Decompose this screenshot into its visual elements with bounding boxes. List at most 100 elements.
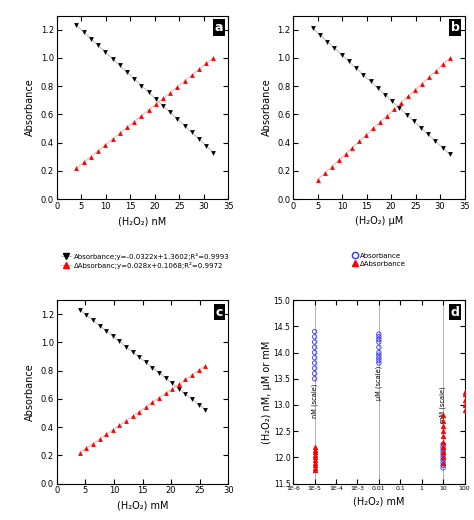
- X-axis label: (H₂O₂) mM: (H₂O₂) mM: [353, 497, 405, 507]
- Point: [439, 440, 447, 448]
- Text: c: c: [216, 306, 223, 319]
- Point: [432, 67, 440, 75]
- Point: [311, 354, 319, 362]
- Point: [417, 124, 425, 132]
- Point: [76, 449, 83, 457]
- Point: [182, 375, 189, 384]
- Point: [328, 163, 336, 171]
- Point: [122, 417, 130, 425]
- Point: [123, 123, 131, 132]
- Point: [461, 406, 468, 414]
- Point: [418, 80, 426, 88]
- Point: [375, 330, 383, 339]
- Point: [439, 144, 447, 152]
- Point: [311, 338, 319, 346]
- Point: [311, 453, 319, 462]
- Point: [439, 453, 447, 462]
- Point: [89, 316, 97, 324]
- Point: [376, 118, 384, 126]
- Point: [323, 37, 331, 46]
- Point: [155, 369, 163, 377]
- Point: [461, 391, 468, 399]
- Point: [311, 333, 319, 341]
- Point: [331, 44, 338, 53]
- Point: [311, 464, 319, 472]
- Point: [370, 124, 377, 133]
- Point: [439, 443, 447, 451]
- Point: [149, 363, 156, 372]
- Point: [356, 137, 363, 145]
- Point: [314, 175, 321, 184]
- Point: [461, 388, 468, 396]
- Point: [439, 422, 447, 430]
- Legend: Absorbance;y=-0.0322x+1.3602;R²=0.9993, ΔAbsorbanc;y=0.028x+0.1068;R²=0.9972: Absorbance;y=-0.0322x+1.3602;R²=0.9993, …: [60, 252, 230, 269]
- Point: [439, 417, 447, 425]
- Point: [173, 83, 181, 91]
- Point: [162, 374, 169, 382]
- Point: [439, 443, 447, 451]
- Point: [439, 432, 447, 440]
- Point: [374, 84, 382, 92]
- Point: [188, 71, 196, 79]
- Point: [388, 97, 396, 106]
- Point: [439, 448, 447, 456]
- Point: [391, 105, 398, 113]
- Point: [152, 95, 160, 103]
- Point: [311, 456, 319, 464]
- Point: [188, 395, 196, 404]
- Point: [109, 332, 117, 340]
- X-axis label: (H₂O₂) nM: (H₂O₂) nM: [118, 216, 167, 227]
- Point: [166, 88, 174, 97]
- Point: [195, 366, 202, 374]
- Point: [446, 54, 454, 62]
- Point: [116, 61, 124, 70]
- Point: [411, 86, 419, 94]
- Point: [367, 77, 374, 86]
- Point: [195, 135, 203, 144]
- Point: [109, 55, 116, 63]
- Point: [375, 359, 383, 367]
- Point: [159, 101, 167, 110]
- Y-axis label: Absorbance: Absorbance: [25, 79, 35, 136]
- Point: [145, 88, 152, 96]
- Point: [375, 354, 383, 362]
- Point: [130, 118, 138, 126]
- X-axis label: (H₂O₂) μM: (H₂O₂) μM: [355, 216, 403, 227]
- Point: [188, 371, 196, 379]
- Text: nM (scale): nM (scale): [311, 384, 318, 419]
- Point: [76, 306, 83, 314]
- Point: [155, 394, 163, 402]
- Y-axis label: Absorbance: Absorbance: [262, 79, 272, 136]
- Point: [404, 92, 412, 100]
- Point: [439, 451, 447, 459]
- Point: [109, 426, 117, 434]
- Y-axis label: (H₂O₂) nM, μM or mM: (H₂O₂) nM, μM or mM: [262, 340, 272, 444]
- Point: [311, 466, 319, 475]
- Point: [439, 464, 447, 472]
- Point: [195, 400, 202, 409]
- Point: [102, 430, 110, 438]
- Point: [82, 311, 90, 319]
- Point: [375, 343, 383, 352]
- Point: [159, 94, 167, 102]
- Point: [311, 461, 319, 470]
- Point: [162, 389, 169, 397]
- Point: [396, 104, 403, 112]
- Point: [410, 117, 418, 125]
- Point: [352, 64, 360, 72]
- Point: [136, 353, 143, 361]
- Point: [96, 321, 103, 330]
- Point: [381, 90, 389, 99]
- Point: [311, 348, 319, 357]
- Point: [201, 406, 209, 414]
- Point: [102, 327, 110, 335]
- Point: [425, 73, 433, 81]
- Point: [195, 65, 203, 73]
- Point: [311, 443, 319, 451]
- Point: [168, 384, 176, 393]
- Point: [375, 356, 383, 365]
- Point: [116, 337, 123, 345]
- Point: [210, 54, 217, 62]
- Point: [321, 169, 328, 177]
- Point: [439, 427, 447, 435]
